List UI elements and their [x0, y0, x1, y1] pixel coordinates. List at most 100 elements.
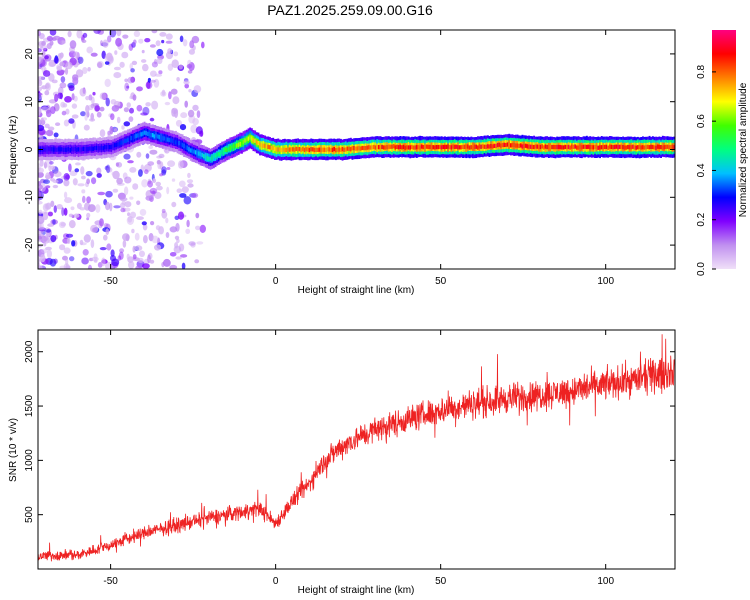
- ridge-cell: [260, 143, 263, 148]
- noise-speckle: [46, 249, 53, 259]
- ridge-cell: [574, 144, 577, 149]
- ridge-cell: [590, 145, 593, 150]
- noise-speckle: [164, 101, 171, 106]
- noise-speckle: [175, 222, 180, 232]
- noise-speckle: [156, 159, 161, 165]
- noise-speckle: [121, 200, 126, 205]
- noise-speckle: [38, 48, 42, 53]
- ridge-cell: [140, 132, 143, 137]
- ridge-cell: [579, 144, 582, 149]
- ridge-cell: [363, 145, 365, 151]
- ridge-cell: [483, 144, 486, 149]
- noise-speckle: [65, 61, 73, 70]
- noise-speckle: [109, 125, 114, 135]
- noise-speckle: [104, 53, 113, 62]
- y-tick-label: -20: [24, 237, 35, 252]
- noise-speckle: [161, 89, 166, 96]
- noise-speckle: [165, 217, 169, 224]
- noise-speckle: [132, 183, 139, 190]
- ridge-cell: [541, 144, 544, 149]
- ridge-cell: [155, 133, 158, 138]
- noise-speckle: [38, 76, 41, 84]
- ridge-cell: [94, 145, 96, 151]
- noise-speckle: [63, 179, 70, 187]
- ridge-cell: [87, 146, 90, 152]
- noise-speckle: [38, 80, 42, 84]
- ridge-cell: [536, 144, 539, 149]
- ridge-cell: [481, 144, 484, 149]
- ridge-cell: [59, 147, 62, 152]
- ridge-cell: [561, 145, 563, 150]
- noise-speckle: [173, 51, 179, 57]
- noise-speckle: [81, 175, 86, 180]
- noise-speckle: [141, 221, 147, 226]
- noise-speckle: [99, 92, 107, 100]
- ridge-cell: [594, 144, 596, 150]
- noise-speckle: [111, 171, 116, 176]
- y-tick-label: 500: [24, 506, 35, 523]
- ridge-cell: [76, 147, 78, 152]
- noise-speckle: [183, 80, 190, 85]
- ridge-cell: [123, 138, 126, 144]
- ridge-cell: [442, 144, 445, 150]
- ridge-cell: [259, 142, 261, 147]
- noise-speckle: [68, 85, 75, 92]
- noise-speckle: [61, 110, 67, 116]
- noise-speckle: [38, 265, 43, 269]
- ridge-cell: [386, 145, 389, 150]
- ridge-cell: [277, 147, 280, 152]
- noise-speckle: [193, 85, 202, 94]
- noise-speckle: [180, 112, 188, 119]
- ridge-cell: [66, 147, 68, 152]
- ridge-cell: [179, 141, 182, 146]
- ridge-cell: [184, 145, 187, 150]
- noise-speckle: [159, 173, 164, 177]
- noise-speckle: [130, 68, 135, 73]
- ridge-cell: [411, 144, 413, 150]
- ridge-cell: [407, 145, 410, 150]
- noise-speckle: [71, 240, 76, 247]
- ridge-cell: [196, 151, 199, 156]
- ridge-cell: [533, 144, 535, 150]
- ridge-cell: [562, 145, 565, 150]
- y-tick-label: 1500: [24, 394, 35, 417]
- noise-speckle: [192, 118, 199, 126]
- noise-speckle: [174, 242, 179, 249]
- noise-speckle: [65, 233, 74, 238]
- ridge-cell: [666, 144, 669, 149]
- ridge-cell: [376, 144, 379, 150]
- ridge-cell: [105, 145, 108, 150]
- noise-speckle: [92, 91, 96, 96]
- ridge-cell: [118, 141, 121, 146]
- ridge-cell: [62, 147, 65, 152]
- ridge-cell: [618, 144, 621, 149]
- noise-speckle: [82, 67, 88, 74]
- noise-speckle: [178, 160, 184, 169]
- noise-speckle: [201, 41, 205, 49]
- noise-speckle: [145, 81, 153, 89]
- noise-speckle: [115, 37, 122, 47]
- noise-speckle: [59, 265, 68, 269]
- noise-speckle: [53, 258, 58, 264]
- noise-speckle: [96, 111, 102, 118]
- noise-speckle: [87, 264, 93, 269]
- ridge-cell: [602, 145, 605, 150]
- noise-speckle: [99, 106, 105, 112]
- ridge-cell: [340, 147, 342, 152]
- ridge-cell: [521, 144, 524, 149]
- ridge-cell: [401, 145, 403, 150]
- noise-speckle: [149, 259, 155, 264]
- ridge-cell: [120, 140, 123, 145]
- noise-speckle: [150, 221, 155, 226]
- noise-speckle: [147, 161, 155, 166]
- ridge-cell: [274, 146, 276, 151]
- ridge-cell: [567, 144, 570, 150]
- noise-speckle: [152, 178, 157, 184]
- noise-speckle: [188, 49, 195, 55]
- ridge-cell: [252, 138, 255, 143]
- noise-speckle: [136, 151, 142, 158]
- noise-speckle: [40, 235, 49, 242]
- noise-speckle: [158, 153, 165, 159]
- ridge-cell: [335, 148, 337, 153]
- noise-speckle: [38, 215, 42, 219]
